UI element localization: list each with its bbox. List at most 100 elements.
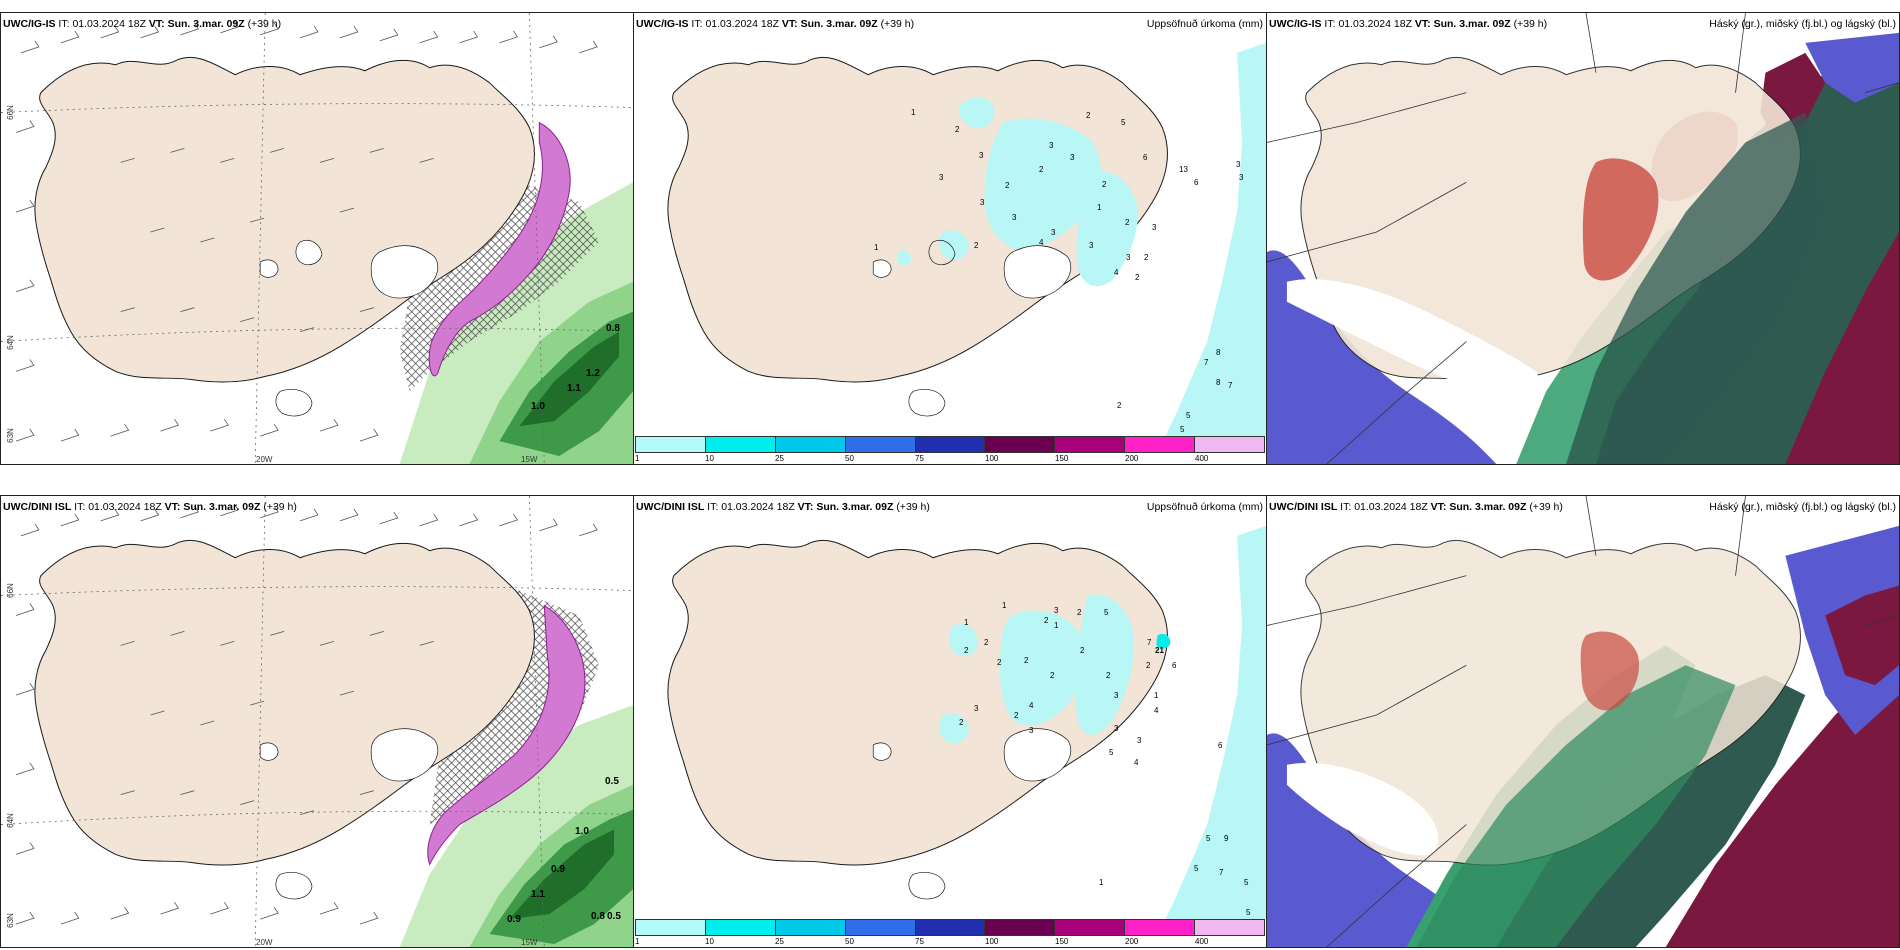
precip-label: 3: [1012, 213, 1017, 222]
colorbar-cell: [636, 437, 706, 452]
precip-label: 1: [1054, 621, 1059, 630]
precip-label: 2: [1077, 608, 1082, 617]
lat-label-64n: 64N: [5, 813, 15, 828]
colorbar-tick: 400: [1195, 937, 1209, 946]
wind-value: 0.5: [607, 911, 621, 922]
precip-label: 6: [1172, 661, 1177, 670]
colorbar-ticks: 1 10 25 50 75 100 150 200 400: [635, 454, 1265, 464]
colorbar-cell: [705, 437, 776, 452]
precip-label: 1: [911, 108, 916, 117]
precip-label: 3: [979, 151, 984, 160]
precip-label: 4: [1134, 758, 1139, 767]
wind-value: 1.1: [531, 889, 545, 900]
precip-label: 3: [1137, 736, 1142, 745]
precip-label: 2: [997, 658, 1002, 667]
precip-label: 4: [1029, 701, 1034, 710]
precip-label: 2: [1144, 253, 1149, 262]
lon-label-15w: 15W: [521, 455, 538, 464]
wind-map: [1, 496, 633, 947]
colorbar-cell: [845, 437, 916, 452]
precip-label: 6: [1194, 178, 1199, 187]
precip-label: 1: [874, 243, 879, 252]
precip-label: 4: [1039, 238, 1044, 247]
colorbar-tick: 10: [705, 937, 714, 946]
precip-colorbar: 1 10 25 50 75 100 150 200 400: [634, 919, 1266, 947]
panel-title: Háský (gr.), miðský (fj.bl.) og lágský (…: [1709, 501, 1896, 513]
precip-label: 2: [1039, 165, 1044, 174]
precip-label: 1: [1099, 878, 1104, 887]
lat-label-63n: 63N: [5, 428, 15, 443]
panel-header: UWC/IG-IS IT: 01.03.2024 18Z VT: Sun. 3.…: [636, 18, 915, 30]
precip-label: 3: [1029, 726, 1034, 735]
lat-label-66n: 66N: [5, 583, 15, 598]
lon-label-20w: 20W: [256, 455, 273, 464]
precip-label: 6: [1218, 741, 1223, 750]
precip-label: 5: [1104, 608, 1109, 617]
colorbar-ticks: 1 10 25 50 75 100 150 200 400: [635, 937, 1265, 947]
colorbar-tick: 25: [775, 454, 784, 463]
colorbar-cell: [915, 920, 986, 935]
wind-value: 0.5: [605, 776, 619, 787]
precip-label: 2: [1117, 401, 1122, 410]
precip-label: 5: [1206, 834, 1211, 843]
colorbar-cell: [1055, 920, 1126, 935]
colorbar-cell: [775, 920, 846, 935]
precip-label: 2: [974, 241, 979, 250]
precip-label: 3: [980, 198, 985, 207]
panel-title: Uppsöfnuð úrkoma (mm): [1146, 18, 1263, 30]
colorbar-cell: [985, 437, 1056, 452]
precip-label: 13: [1179, 165, 1188, 174]
panel-title: Uppsöfnuð úrkoma (mm): [1146, 501, 1263, 513]
cloud-map: [1267, 496, 1899, 947]
colorbar-tick: 150: [1055, 454, 1069, 463]
precip-label: 3: [974, 704, 979, 713]
colorbar-tick: 200: [1125, 937, 1139, 946]
wind-value: 0.9: [507, 914, 521, 925]
colorbar-cell: [1195, 437, 1265, 452]
colorbar-tick: 10: [705, 454, 714, 463]
precip-label: 3: [1089, 241, 1094, 250]
panel-header: UWC/DINI ISL IT: 01.03.2024 18Z VT: Sun.…: [3, 501, 297, 513]
precip-map: [634, 13, 1266, 464]
wind-value: 1.1: [567, 383, 581, 394]
colorbar-tick: 50: [845, 937, 854, 946]
colorbar-tick: 50: [845, 454, 854, 463]
map-panel-bottom-right: UWC/DINI ISL IT: 01.03.2024 18Z VT: Sun.…: [1266, 495, 1900, 948]
colorbar-tick: 25: [775, 937, 784, 946]
panel-header: UWC/IG-IS IT: 01.03.2024 18Z VT: Sun. 3.…: [3, 18, 282, 30]
map-panel-top-right: UWC/IG-IS IT: 01.03.2024 18Z VT: Sun. 3.…: [1266, 12, 1900, 465]
precip-label: 2: [1050, 671, 1055, 680]
colorbar-cell: [775, 437, 846, 452]
colorbar-cell: [1055, 437, 1126, 452]
precip-label: 2: [964, 646, 969, 655]
precip-label: 3: [1051, 228, 1056, 237]
precip-label: 3: [1239, 173, 1244, 182]
wind-value: 1.0: [531, 401, 545, 412]
precip-label: 3: [1070, 153, 1075, 162]
precip-label: 7: [1219, 868, 1224, 877]
precip-label: 2: [1135, 273, 1140, 282]
precip-label: 2: [955, 125, 960, 134]
precip-label: 21: [1155, 646, 1164, 655]
map-panel-bottom-left: UWC/DINI ISL IT: 01.03.2024 18Z VT: Sun.…: [0, 495, 634, 948]
precip-label: 7: [1228, 381, 1233, 390]
precip-label: 3: [1114, 724, 1119, 733]
wind-value: 0.9: [551, 864, 565, 875]
map-panel-top-middle: UWC/IG-IS IT: 01.03.2024 18Z VT: Sun. 3.…: [633, 12, 1267, 465]
precip-map: [634, 496, 1266, 947]
colorbar-tick: 75: [915, 937, 924, 946]
precip-label: 2: [1146, 661, 1151, 670]
precip-label: 7: [1204, 358, 1209, 367]
precip-colorbar: 1 10 25 50 75 100 150 200 400: [634, 436, 1266, 464]
precip-label: 3: [1114, 691, 1119, 700]
wind-value: 1.2: [586, 368, 600, 379]
precip-label: 5: [1121, 118, 1126, 127]
wind-map: [1, 13, 633, 464]
precip-label: 8: [1216, 348, 1221, 357]
precip-label: 1: [1097, 203, 1102, 212]
precip-label: 6: [1143, 153, 1148, 162]
precip-label: 3: [1236, 160, 1241, 169]
colorbar-cell: [845, 920, 916, 935]
colorbar-cell: [1125, 437, 1196, 452]
colorbar-tick: 100: [985, 937, 999, 946]
